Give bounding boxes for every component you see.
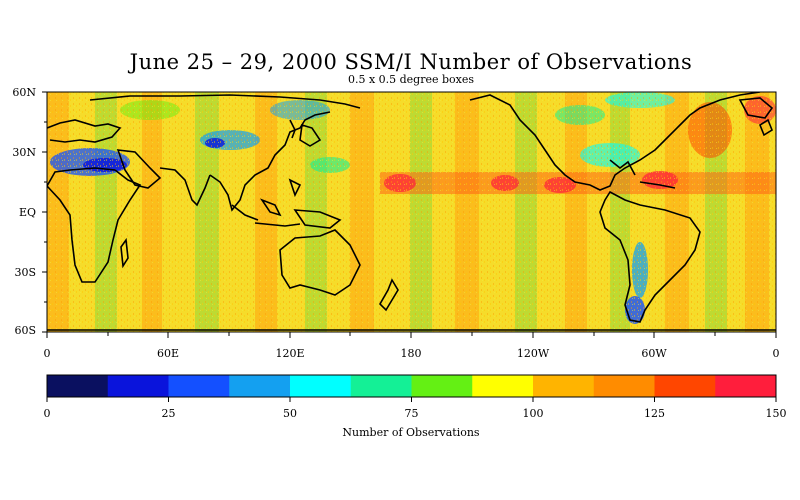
colorbar-swatch <box>411 375 473 397</box>
colorbar-tick-label: 75 <box>405 407 419 420</box>
colorbar-tick-label: 50 <box>283 407 297 420</box>
colorbar-swatch <box>107 375 169 397</box>
lat-label-eq: EQ <box>19 206 36 219</box>
colorbar-tick-label: 100 <box>523 407 544 420</box>
colorbar <box>46 374 777 398</box>
observation-field <box>47 92 776 332</box>
lon-label-120e: 120E <box>275 347 304 360</box>
colorbar-swatch <box>290 375 352 397</box>
lat-label-30s: 30S <box>14 266 36 279</box>
colorbar-tick-label: 125 <box>644 407 665 420</box>
colorbar-swatch <box>229 375 291 397</box>
lon-label-60w: 60W <box>641 347 667 360</box>
lon-label-0: 0 <box>44 347 51 360</box>
colorbar-swatch <box>715 375 777 397</box>
colorbar-swatch <box>654 375 716 397</box>
colorbar-tick-label: 150 <box>766 407 787 420</box>
lon-label-0-right: 0 <box>773 347 780 360</box>
map-title: June 25 – 29, 2000 SSM/I Number of Obser… <box>129 50 693 74</box>
colorbar-swatch <box>47 375 109 397</box>
colorbar-swatch <box>350 375 412 397</box>
colorbar-tick-label: 25 <box>162 407 176 420</box>
colorbar-swatch <box>472 375 534 397</box>
colorbar-swatch <box>593 375 655 397</box>
colorbar-swatch <box>168 375 230 397</box>
colorbar-ticks: 0 25 50 75 100 125 150 <box>44 397 787 420</box>
coastlines <box>47 92 776 331</box>
lon-label-180: 180 <box>401 347 422 360</box>
colorbar-swatch <box>533 375 595 397</box>
longitude-axis: 0 60E 120E 180 120W 60W 0 <box>44 332 780 360</box>
lon-label-60e: 60E <box>157 347 179 360</box>
latitude-axis: 60N 30N EQ 30S 60S <box>12 86 47 337</box>
map-subtitle: 0.5 x 0.5 degree boxes <box>347 73 475 86</box>
colorbar-tick-label: 0 <box>44 407 51 420</box>
lat-label-60s: 60S <box>14 324 36 337</box>
lon-label-120w: 120W <box>517 347 550 360</box>
lat-label-60n: 60N <box>12 86 36 99</box>
colorbar-label: Number of Observations <box>342 426 480 439</box>
lat-label-30n: 30N <box>12 146 36 159</box>
